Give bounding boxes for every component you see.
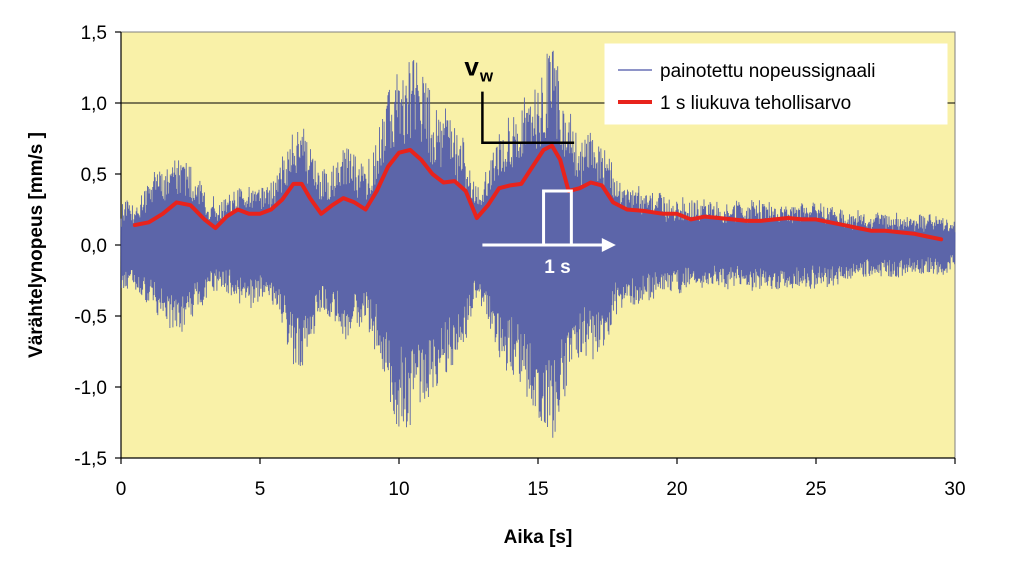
legend: painotettu nopeussignaali 1 s liukuva teh… [604,43,948,125]
x-tick-label: 25 [805,479,826,500]
legend-label-rms: 1 s liukuva tehollisarvo [660,93,851,114]
legend-box [604,43,948,125]
y-tick-label: 0,5 [81,165,107,186]
x-axis-title: Aika [s] [504,527,573,548]
x-tick-label: 15 [527,479,548,500]
y-tick-label: 1,5 [81,23,107,44]
signal-line [120,50,956,438]
x-tick-label: 10 [388,479,409,500]
x-tick-label: 20 [666,479,687,500]
signal-series [120,50,956,438]
y-tick-label: 0,0 [81,236,107,257]
y-tick-label: -1,0 [74,378,107,399]
y-axis-title: Värähtelynopeus [mm/s ] [26,132,47,358]
annotations: vw 1 s [464,52,616,278]
vw-label: vw [464,52,493,86]
window-label: 1 s [544,257,570,278]
window-pulse [542,189,573,245]
axes: -1,5 -1,0 -0,5 0,0 0,5 1,0 1,5 0 5 10 15 20 25 30 [74,23,965,500]
x-tick-label: 5 [255,479,266,500]
vw-marker-line [481,91,575,145]
legend-label-signal: painotettu nopeussignaali [660,61,876,82]
rms-series [132,143,944,242]
y-tick-label: 1,0 [81,94,107,115]
x-tick-label: 30 [944,479,965,500]
y-tick-label: -1,5 [74,449,107,470]
x-tick-label: 0 [116,479,127,500]
window-arrow-head [601,238,616,252]
y-tick-label: -0,5 [74,307,107,328]
rms-line [132,143,944,242]
